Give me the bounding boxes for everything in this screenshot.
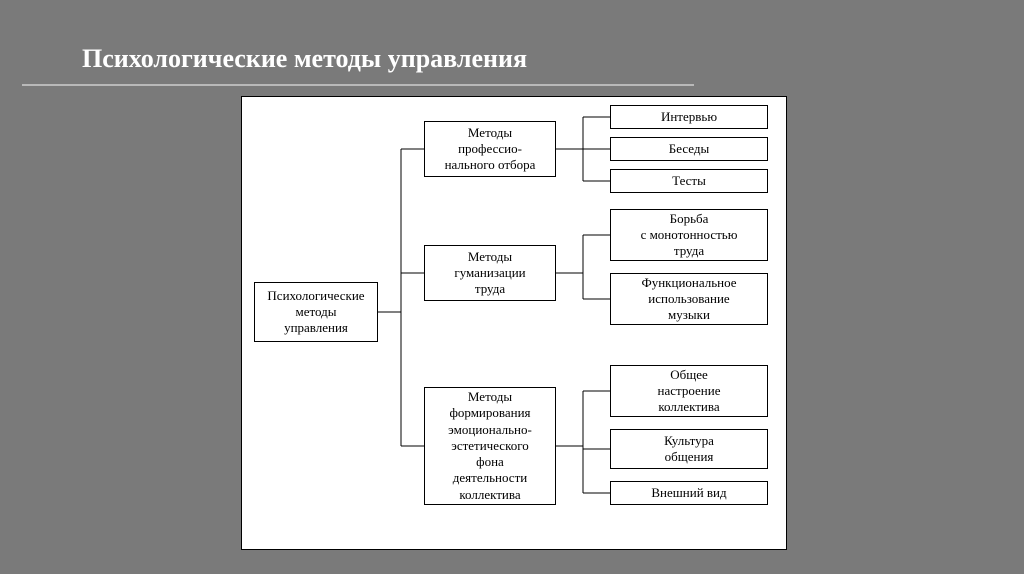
node-label: Методы формирования эмоционально- эстети… — [448, 389, 532, 503]
node-label: Интервью — [661, 109, 717, 125]
node-label: Общее настроение коллектива — [658, 367, 721, 416]
node-c1: Интервью — [610, 105, 768, 129]
node-c4: Борьба с монотонностью труда — [610, 209, 768, 261]
node-m1: Методы профессио- нального отбора — [424, 121, 556, 177]
node-label: Методы гуманизации труда — [454, 249, 525, 298]
node-c6: Общее настроение коллектива — [610, 365, 768, 417]
node-label: Беседы — [669, 141, 709, 157]
node-c2: Беседы — [610, 137, 768, 161]
node-label: Тесты — [672, 173, 706, 189]
node-m2: Методы гуманизации труда — [424, 245, 556, 301]
slide-title: Психологические методы управления — [82, 44, 527, 74]
node-label: Борьба с монотонностью труда — [641, 211, 738, 260]
node-c3: Тесты — [610, 169, 768, 193]
node-label: Внешний вид — [651, 485, 726, 501]
node-label: Культура общения — [664, 433, 714, 466]
node-c5: Функциональное использование музыки — [610, 273, 768, 325]
title-underline — [22, 84, 694, 86]
node-label: Методы профессио- нального отбора — [445, 125, 536, 174]
node-c7: Культура общения — [610, 429, 768, 469]
node-c8: Внешний вид — [610, 481, 768, 505]
diagram-canvas: Психологические методы управления Методы … — [241, 96, 787, 550]
node-label: Психологические методы управления — [267, 288, 364, 337]
node-root: Психологические методы управления — [254, 282, 378, 342]
node-label: Функциональное использование музыки — [641, 275, 736, 324]
node-m3: Методы формирования эмоционально- эстети… — [424, 387, 556, 505]
